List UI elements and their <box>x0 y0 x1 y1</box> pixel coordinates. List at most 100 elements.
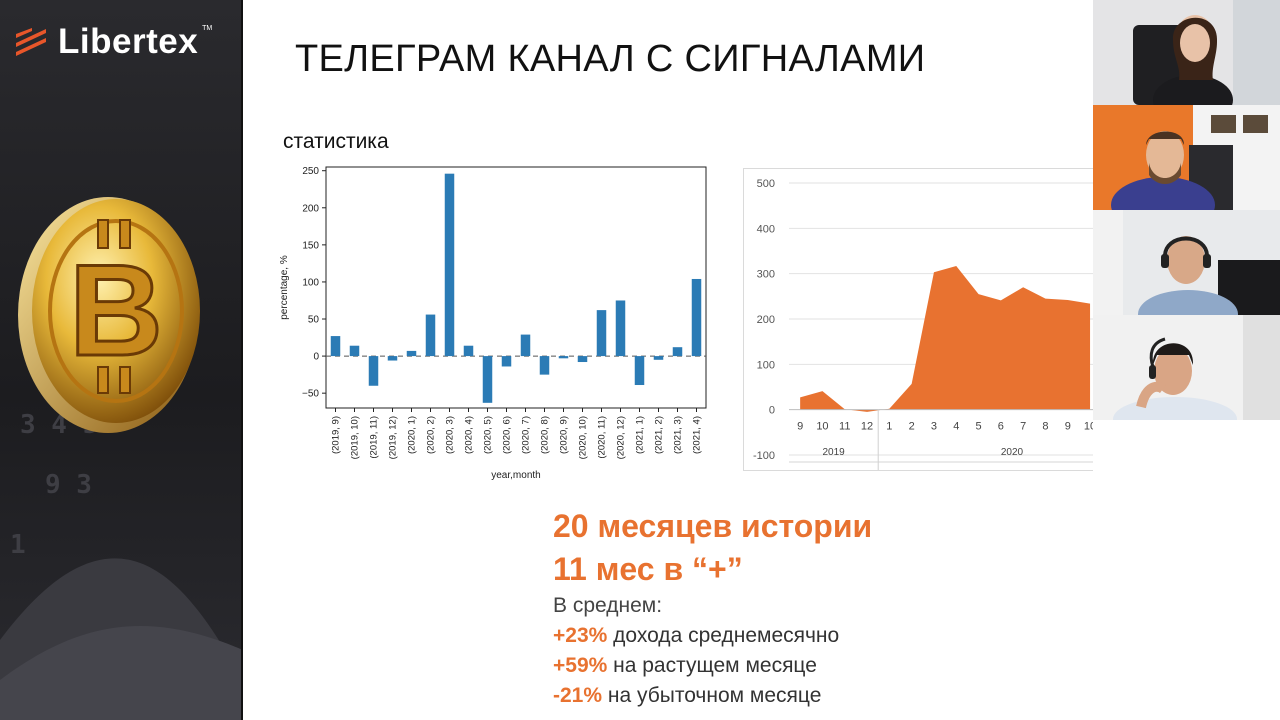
x-tick-label: 4 <box>953 421 959 433</box>
stat-text: дохода среднемесячно <box>607 624 840 647</box>
stat-pct: +23% <box>553 624 608 647</box>
bar <box>349 345 360 357</box>
x-tick-label: (2020, 1) <box>407 416 418 454</box>
y-tick-label: -100 <box>753 450 775 462</box>
x-tick-label: 2 <box>909 421 915 433</box>
y-tick-label: 200 <box>757 314 775 326</box>
decor-digits: 1 <box>10 530 26 560</box>
positive-months-headline: 11 мес в “+” <box>553 551 743 587</box>
x-tick-label: 12 <box>861 421 873 433</box>
bitcoin-coin-image: B <box>10 175 230 460</box>
y-tick-label: 100 <box>757 359 775 371</box>
x-tick-label: 5 <box>975 421 981 433</box>
bitcoin-coin-icon: B <box>18 197 200 433</box>
x-tick-label: 3 <box>931 421 937 433</box>
bar <box>558 356 569 359</box>
x-tick-label: 10 <box>816 421 828 433</box>
participant-2-video <box>1093 105 1280 210</box>
x-tick-label: (2019, 12) <box>388 416 399 459</box>
decor-wave <box>0 558 243 720</box>
group-label: 2020 <box>1001 447 1024 458</box>
area-chart-fill <box>800 265 1091 412</box>
x-tick-label: (2021, 4) <box>692 416 703 454</box>
stat-text: на убыточном месяце <box>602 684 822 707</box>
x-tick-label: (2019, 9) <box>331 416 342 454</box>
x-tick-label: (2020, 12) <box>616 416 627 459</box>
video-tile[interactable] <box>1093 0 1280 105</box>
bar <box>672 347 683 357</box>
stat-row-loss: -21% на убыточном месяце <box>553 681 872 711</box>
bar <box>691 278 702 357</box>
bar <box>387 356 398 361</box>
video-tile[interactable] <box>1093 105 1280 210</box>
participant-3-video <box>1093 210 1280 315</box>
x-tick-label: (2020, 9) <box>559 416 570 454</box>
stat-text: на растущем месяце <box>607 654 817 677</box>
bar-chart-ylabel: percentage, % <box>279 255 290 320</box>
video-tile[interactable] <box>1093 210 1280 315</box>
x-tick-label: (2020, 6) <box>502 416 513 454</box>
bar-chart-xlabel: year,month <box>491 470 540 481</box>
video-tile[interactable] <box>1093 315 1280 420</box>
area-series <box>800 265 1091 412</box>
bar <box>425 314 436 357</box>
bar-chart-bars <box>330 173 702 403</box>
presentation-slide: ТЕЛЕГРАМ КАНАЛ С СИГНАЛАМИ статистика −5… <box>243 0 1247 720</box>
bar <box>444 173 455 357</box>
y-tick-label: 300 <box>757 269 775 281</box>
x-tick-label: (2020, 3) <box>445 416 456 454</box>
brand-tm: TM <box>202 24 213 32</box>
group-label: 2019 <box>822 447 845 458</box>
y-tick-label: −50 <box>302 389 319 400</box>
bar <box>577 356 588 363</box>
bar <box>501 356 512 367</box>
bar <box>539 356 550 375</box>
x-tick-label: (2021, 2) <box>654 416 665 454</box>
x-tick-label: (2020, 10) <box>578 416 589 459</box>
x-tick-label: (2020, 7) <box>521 416 532 454</box>
summary-block: 20 месяцев истории 11 мес в “+” В средне… <box>553 505 872 711</box>
stat-pct: +59% <box>553 654 608 677</box>
x-tick-label: 11 <box>839 421 850 433</box>
bar <box>653 356 664 360</box>
x-tick-label: (2020, 11) <box>597 416 608 459</box>
y-tick-label: 500 <box>757 178 775 190</box>
x-tick-label: 7 <box>1020 421 1026 433</box>
x-tick-label: (2020, 5) <box>483 416 494 454</box>
slide-title: ТЕЛЕГРАМ КАНАЛ С СИГНАЛАМИ <box>295 38 926 80</box>
x-tick-label: 9 <box>797 421 803 433</box>
libertex-logo: Libertex TM <box>14 22 218 62</box>
video-call-panel <box>1093 0 1280 420</box>
bar <box>634 356 645 386</box>
x-tick-label: (2020, 4) <box>464 416 475 454</box>
x-tick-label: (2019, 11) <box>369 416 380 459</box>
bar <box>482 356 493 403</box>
statistics-label: статистика <box>283 130 389 153</box>
decor-digits: 9 3 <box>45 470 92 500</box>
y-tick-label: 0 <box>313 352 319 363</box>
bar <box>330 336 341 357</box>
bar <box>615 300 626 357</box>
sidebar-edge <box>241 0 243 720</box>
bar <box>368 356 379 386</box>
bar-chart-ticks: −50 0 50 100 150 200 250 (2019, 9) (2019, 10) (20… <box>302 166 702 459</box>
history-headline: 20 месяцев истории <box>553 508 873 544</box>
x-tick-label: (2019, 10) <box>350 416 361 459</box>
y-tick-label: 150 <box>302 240 319 251</box>
area-chart-ticks: -100010020030040050091011121234567891011… <box>753 178 1235 470</box>
y-tick-label: 100 <box>302 277 319 288</box>
stat-row-growth: +59% на растущем месяце <box>553 651 872 681</box>
monthly-return-bar-chart: −50 0 50 100 150 200 250 (2019, 9) (2019, 10) (20… <box>279 166 707 481</box>
svg-text:B: B <box>69 237 163 383</box>
y-tick-label: 0 <box>769 405 775 417</box>
right-blank-area <box>1093 420 1280 720</box>
average-label: В среднем: <box>553 594 663 617</box>
y-tick-label: 50 <box>308 315 320 326</box>
y-tick-label: 250 <box>302 166 319 177</box>
bar <box>406 350 417 357</box>
stat-row-average: +23% дохода среднемесячно <box>553 621 872 651</box>
bar <box>463 345 474 357</box>
libertex-logo-icon <box>16 28 46 56</box>
participant-1-video <box>1093 0 1280 105</box>
plot-frame <box>325 166 707 409</box>
